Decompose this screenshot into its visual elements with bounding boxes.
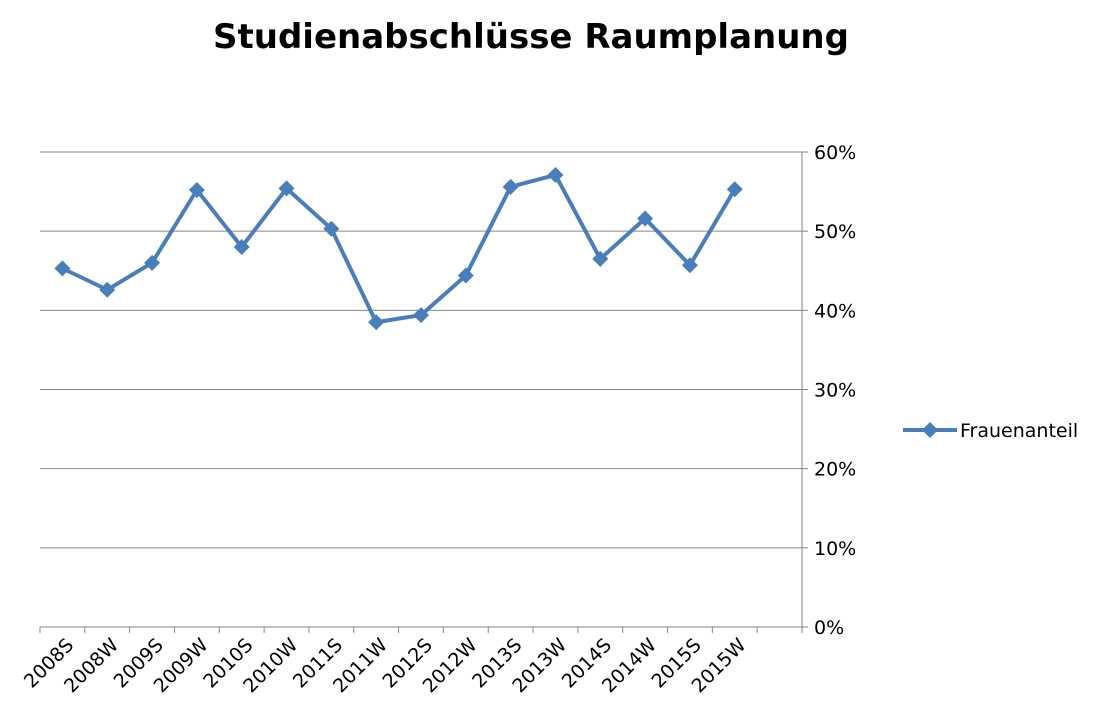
y-tick-label: 10%: [814, 538, 856, 560]
data-point: [368, 314, 385, 331]
data-point: [681, 257, 698, 274]
chart-title: Studienabschlüsse Raumplanung: [213, 17, 849, 57]
data-point: [54, 260, 71, 277]
data-point: [99, 281, 116, 298]
data-point: [233, 239, 250, 255]
data-point: [413, 307, 429, 324]
data-point: [547, 166, 564, 183]
y-tick-label: 50%: [814, 221, 856, 243]
y-tick-label: 30%: [814, 380, 856, 402]
legend-marker: [922, 422, 938, 438]
data-point: [278, 180, 295, 197]
legend-label: Frauenanteil: [960, 420, 1078, 442]
y-tick-label: 0%: [814, 617, 844, 639]
y-tick-label: 40%: [814, 300, 856, 322]
data-point: [592, 250, 609, 267]
data-point: [457, 267, 474, 284]
y-tick-label: 60%: [814, 142, 856, 164]
y-tick-label: 20%: [814, 459, 856, 481]
data-point: [637, 210, 654, 227]
data-point: [323, 220, 340, 237]
data-point: [502, 178, 519, 195]
series-line: [61, 172, 737, 325]
data-point: [726, 181, 743, 198]
data-point: [188, 182, 205, 198]
data-point: [144, 254, 161, 271]
